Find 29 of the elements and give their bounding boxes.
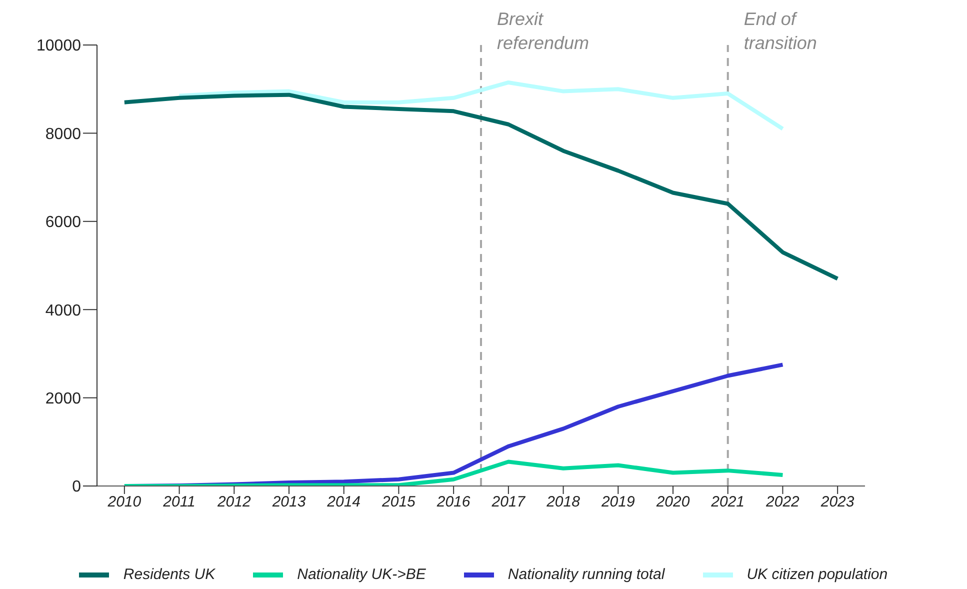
x-tick-label: 2020: [655, 494, 690, 511]
legend-label: Nationality UK->BE: [296, 566, 426, 583]
x-tick-label: 2011: [162, 494, 196, 511]
ref-line-label: End of transition: [744, 9, 817, 53]
line-series: [122, 460, 785, 486]
y-tick-label: 2000: [45, 390, 82, 408]
x-tick-label: 2010: [106, 494, 142, 511]
y-tick-label: 0: [72, 478, 82, 496]
x-tick-label: 2016: [436, 494, 471, 511]
legend-label: Nationality running total: [506, 566, 665, 583]
x-tick-label: 2013: [271, 494, 306, 511]
line-series: [122, 92, 840, 281]
legend-label: Residents UK: [122, 566, 216, 583]
y-tick-label: 6000: [45, 214, 82, 232]
x-tick-label: 2014: [326, 494, 361, 511]
x-tick-label: 2015: [381, 494, 416, 511]
line-series: [177, 80, 785, 131]
y-tick-label: 4000: [45, 302, 82, 320]
legend-label: UK citizen population: [746, 566, 888, 583]
x-tick-label: 2022: [765, 494, 800, 511]
x-tick-label: 2012: [216, 494, 252, 511]
x-tick-label: 2021: [710, 494, 745, 511]
x-tick-label: 2017: [490, 494, 526, 511]
x-tick-label: 2019: [600, 494, 636, 511]
y-tick-label: 8000: [45, 126, 82, 143]
x-tick-label: 2023: [820, 494, 855, 511]
x-tick-label: 2018: [546, 494, 581, 511]
ref-line-label: Brexit referendum: [497, 9, 590, 53]
y-tick-label: 10000: [36, 38, 82, 55]
